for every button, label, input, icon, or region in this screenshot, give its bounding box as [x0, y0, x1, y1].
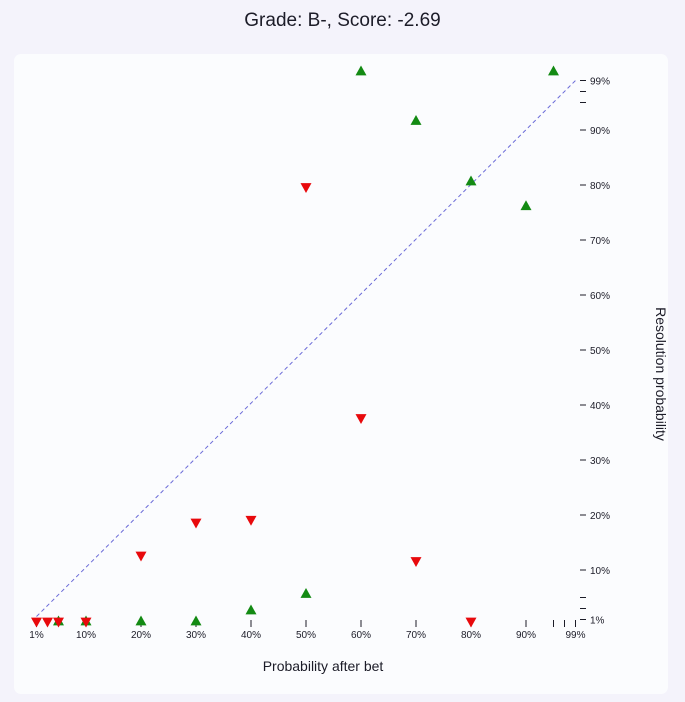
- down-triangle-point: [300, 183, 312, 193]
- up-triangle-point: [135, 615, 147, 626]
- diagonal-reference-line: [36, 80, 576, 617]
- down-triangle-point: [53, 617, 64, 628]
- y-tick-label: 90%: [590, 126, 610, 137]
- x-axis-label: Probability after bet: [263, 658, 384, 674]
- reference-line-layer: [36, 80, 576, 617]
- up-triangle-point: [520, 200, 532, 211]
- x-tick-label: 70%: [406, 630, 426, 641]
- x-axis: 1% 10% 20% 30% 40% 50% 60% 70% 80% 90% 99%: [29, 620, 586, 641]
- chart-card: [14, 54, 668, 694]
- down-triangle-point: [42, 617, 53, 628]
- y-tick-label: 70%: [590, 236, 610, 247]
- y-tick-label: 99%: [590, 77, 610, 88]
- up-triangle-point: [190, 615, 202, 626]
- data-points: [31, 65, 559, 628]
- y-tick-label: 60%: [590, 291, 610, 302]
- x-tick-label: 50%: [296, 630, 316, 641]
- x-tick-label: 10%: [76, 630, 96, 641]
- x-tick-label: 80%: [461, 630, 481, 641]
- x-tick-label: 99%: [565, 630, 585, 641]
- down-triangle-point: [410, 557, 422, 567]
- down-triangle-point: [245, 515, 257, 526]
- down-triangle-point: [465, 617, 477, 628]
- up-triangle-point: [548, 65, 559, 76]
- up-triangle-point: [300, 588, 312, 598]
- y-tick-label: 10%: [590, 566, 610, 577]
- up-triangle-point: [245, 604, 257, 615]
- y-tick-label: 30%: [590, 456, 610, 467]
- up-triangle-point: [355, 65, 367, 76]
- x-tick-label: 60%: [351, 630, 371, 641]
- y-tick-label: 50%: [590, 346, 610, 357]
- y-tick-label: 1%: [590, 616, 605, 627]
- x-tick-label: 1%: [29, 630, 44, 641]
- x-tick-label: 40%: [241, 630, 261, 641]
- down-triangle-point: [31, 617, 42, 628]
- down-triangle-point: [80, 617, 92, 628]
- x-tick-label: 90%: [516, 630, 536, 641]
- y-tick-label: 40%: [590, 401, 610, 412]
- up-triangle-point: [465, 175, 477, 186]
- y-axis: 1% 10% 20% 30% 40% 50% 60% 70% 80% 90% 99%: [580, 77, 610, 627]
- x-tick-label: 30%: [186, 630, 206, 641]
- down-triangle-point: [355, 414, 367, 424]
- down-triangle-point: [135, 551, 147, 562]
- up-triangle-point: [410, 115, 422, 125]
- y-axis-label: Resolution probability: [653, 307, 669, 441]
- y-tick-label: 80%: [590, 181, 610, 192]
- down-triangle-point: [190, 518, 202, 529]
- y-tick-label: 20%: [590, 511, 610, 522]
- chart-title: Grade: B-, Score: -2.69: [244, 10, 441, 31]
- x-tick-label: 20%: [131, 630, 151, 641]
